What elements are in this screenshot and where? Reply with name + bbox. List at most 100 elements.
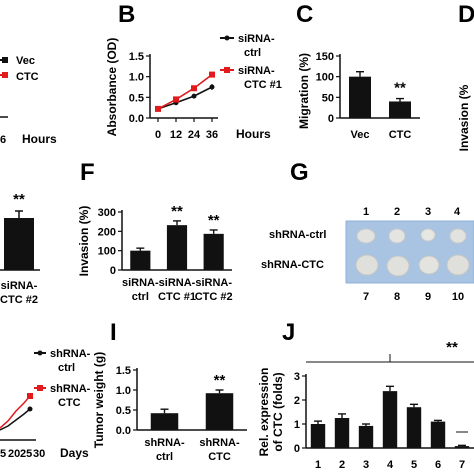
panel-d-ylabel: Invasion (% bbox=[457, 84, 471, 151]
panel-j-x-tick-label: 3 bbox=[363, 459, 369, 471]
panel-j-ylabel: of CTC (folds) bbox=[271, 372, 285, 451]
panel-a-x-tick: 6 bbox=[0, 134, 6, 146]
panel-f-significance: ** bbox=[171, 203, 183, 220]
panel-b-xlabel: Hours bbox=[236, 127, 271, 141]
panel-b-y-tick-label: 1.0 bbox=[129, 72, 144, 84]
panel-j-label: J bbox=[282, 319, 295, 346]
panel-b-legend-label: siRNA- bbox=[238, 33, 275, 45]
panel-i-label: I bbox=[110, 319, 117, 346]
panel-j-significance: ** bbox=[446, 339, 458, 356]
panel-f-x-tick-label: siRNA- bbox=[159, 277, 196, 289]
panel-j-bar bbox=[310, 424, 326, 448]
panel-g-tumor-ctc-8 bbox=[386, 255, 410, 277]
panel-b-legend-marker bbox=[224, 35, 230, 41]
panel-b-point bbox=[191, 93, 197, 99]
panel-g-tumor-ctrl-1 bbox=[356, 228, 376, 244]
panel-j-y-tick-label: 0 bbox=[294, 443, 300, 455]
panel-h-tick-20: 20 bbox=[8, 448, 20, 460]
panel-g-number-2: 2 bbox=[394, 206, 400, 218]
panel-j-bar bbox=[382, 391, 398, 448]
panel-i-y-tick-label: 0.5 bbox=[116, 405, 131, 417]
panel-f-label: F bbox=[80, 159, 95, 186]
panel-g-photo-border bbox=[345, 220, 474, 284]
panel-h-tick-30: 30 bbox=[33, 448, 45, 460]
panel-j-chart: 0 1 2 3 1 2 3 4 5 6 7 Rel. expression of CTC (folds)… bbox=[257, 339, 474, 471]
panel-h: shRNA- ctrl shRNA- CTC 5 20 25 30 Days bbox=[0, 348, 91, 460]
panel-e-bar bbox=[4, 218, 34, 270]
panel-a-legend-ctc: CTC bbox=[16, 71, 39, 83]
panel-h-legend-ctrl-1: shRNA- bbox=[50, 348, 91, 360]
panel-d: D Invasion (% bbox=[457, 1, 474, 151]
panel-f-y-tick-label: 200 bbox=[98, 226, 116, 238]
panel-j-y-tick-label: 2 bbox=[294, 395, 300, 407]
panel-f-significance: ** bbox=[208, 212, 220, 229]
panel-a-legend-marker-vec bbox=[2, 57, 8, 63]
panel-b-point bbox=[209, 71, 215, 78]
panel-i-y-tick-label: 0.0 bbox=[116, 425, 131, 437]
panel-h-point-ctrl bbox=[27, 406, 33, 412]
panel-j-bar bbox=[358, 425, 374, 448]
panel-j-x-tick-label: 6 bbox=[435, 459, 441, 471]
panel-e: ** siRNA- CTC #2 bbox=[0, 191, 40, 306]
panel-j-x-tick-label: 5 bbox=[411, 459, 417, 471]
panel-g-row-label-ctrl: shRNA-ctrl bbox=[269, 229, 326, 241]
panel-c-y-tick-label: 150 bbox=[316, 51, 334, 63]
panel-e-tick-line1: siRNA- bbox=[1, 280, 38, 292]
panel-b-series-line bbox=[157, 86, 213, 110]
panel-c-x-tick-label: CTC bbox=[389, 129, 412, 141]
panel-j: J 0 1 2 3 1 2 3 4 5 6 7 Rel. expression of CTC (fold… bbox=[257, 319, 474, 471]
panel-i-x-tick-label: CTC bbox=[208, 451, 231, 463]
panel-h-series-ctc bbox=[0, 395, 31, 429]
panel-g-label: G bbox=[290, 159, 309, 186]
panel-i-x-tick-label: shRNA- bbox=[199, 437, 240, 449]
panel-f-x-tick-label: CTC #1 bbox=[158, 291, 196, 303]
panel-b-legend-marker bbox=[224, 67, 230, 73]
panel-c-x-tick-label: Vec bbox=[351, 129, 370, 141]
panel-b-point bbox=[155, 105, 161, 112]
panel-j-x-tick-label: 1 bbox=[315, 459, 321, 471]
panel-f-bar bbox=[130, 250, 151, 270]
panel-b-label: B bbox=[118, 1, 135, 28]
panel-j-bar bbox=[454, 446, 470, 448]
panel-b-x-tick-label: 0 bbox=[155, 129, 161, 141]
panel-c: C 0 50 100 150 Vec CTC Migration (%) ** bbox=[296, 1, 420, 141]
panel-j-ylabel: Rel. expression bbox=[257, 368, 271, 457]
panel-c-ylabel: Migration (%) bbox=[297, 53, 311, 129]
panel-c-significance: ** bbox=[394, 80, 406, 97]
panel-f-chart: 0 100 200 300 siRNA-ctrl ** siRNA- CTC #1 ** siRN… bbox=[77, 203, 233, 303]
panel-i-y-tick-label: 1.0 bbox=[116, 385, 131, 397]
panel-f-x-tick-label: ctrl bbox=[132, 291, 149, 303]
panel-h-legend-ctc-1: shRNA- bbox=[50, 383, 91, 395]
panel-f: F 0 100 200 300 siRNA-ctrl ** siRNA- CTC #1 ** si… bbox=[77, 159, 233, 303]
panel-i-chart: 0.0 0.5 1.0 1.5 shRNA-ctrl ** shRNA- CTC Tumor w… bbox=[92, 352, 247, 463]
panel-b-legend-label: CTC #1 bbox=[244, 79, 282, 91]
panel-g-number-7: 7 bbox=[363, 291, 369, 303]
panel-e-tick-line2: CTC #2 bbox=[0, 294, 38, 306]
panel-h-xlabel: Days bbox=[60, 446, 89, 460]
panel-g-number-10: 10 bbox=[452, 291, 464, 303]
panel-a: Vec CTC 6 Hours bbox=[0, 55, 57, 146]
panel-i-x-tick-label: shRNA- bbox=[144, 437, 185, 449]
panel-b-x-tick-label: 12 bbox=[170, 129, 182, 141]
panel-f-ylabel: Invasion (%) bbox=[77, 206, 91, 277]
panel-b-x-tick-label: 36 bbox=[206, 129, 218, 141]
panel-b-y-tick-label: 0.5 bbox=[129, 92, 144, 104]
panel-b-x-tick-label: 24 bbox=[188, 129, 201, 141]
panel-g-tumor-ctc-9 bbox=[418, 255, 440, 275]
panel-h-point-ctc bbox=[27, 393, 33, 399]
panel-b-chart: 0.0 0.5 1.0 1.5 0 12 24 36 Hours Absorbance (OD) s… bbox=[105, 33, 282, 141]
panel-h-legend-marker-ctrl bbox=[37, 350, 43, 356]
panel-g-tumor-ctrl-3 bbox=[420, 228, 436, 242]
panel-a-legend-vec: Vec bbox=[16, 55, 35, 67]
panel-j-y-tick-label: 3 bbox=[294, 371, 300, 383]
panel-e-significance: ** bbox=[13, 191, 25, 208]
panel-g-tumor-ctc-10 bbox=[446, 254, 470, 276]
panel-b-point bbox=[173, 96, 179, 103]
panel-f-x-tick-label: siRNA- bbox=[195, 277, 232, 289]
panel-d-label: D bbox=[458, 1, 474, 28]
panel-c-bar bbox=[389, 101, 411, 118]
panel-j-bar bbox=[430, 421, 446, 448]
panel-g-tumor-ctrl-2 bbox=[388, 228, 406, 244]
panel-b-y-tick-label: 0.0 bbox=[129, 113, 144, 125]
